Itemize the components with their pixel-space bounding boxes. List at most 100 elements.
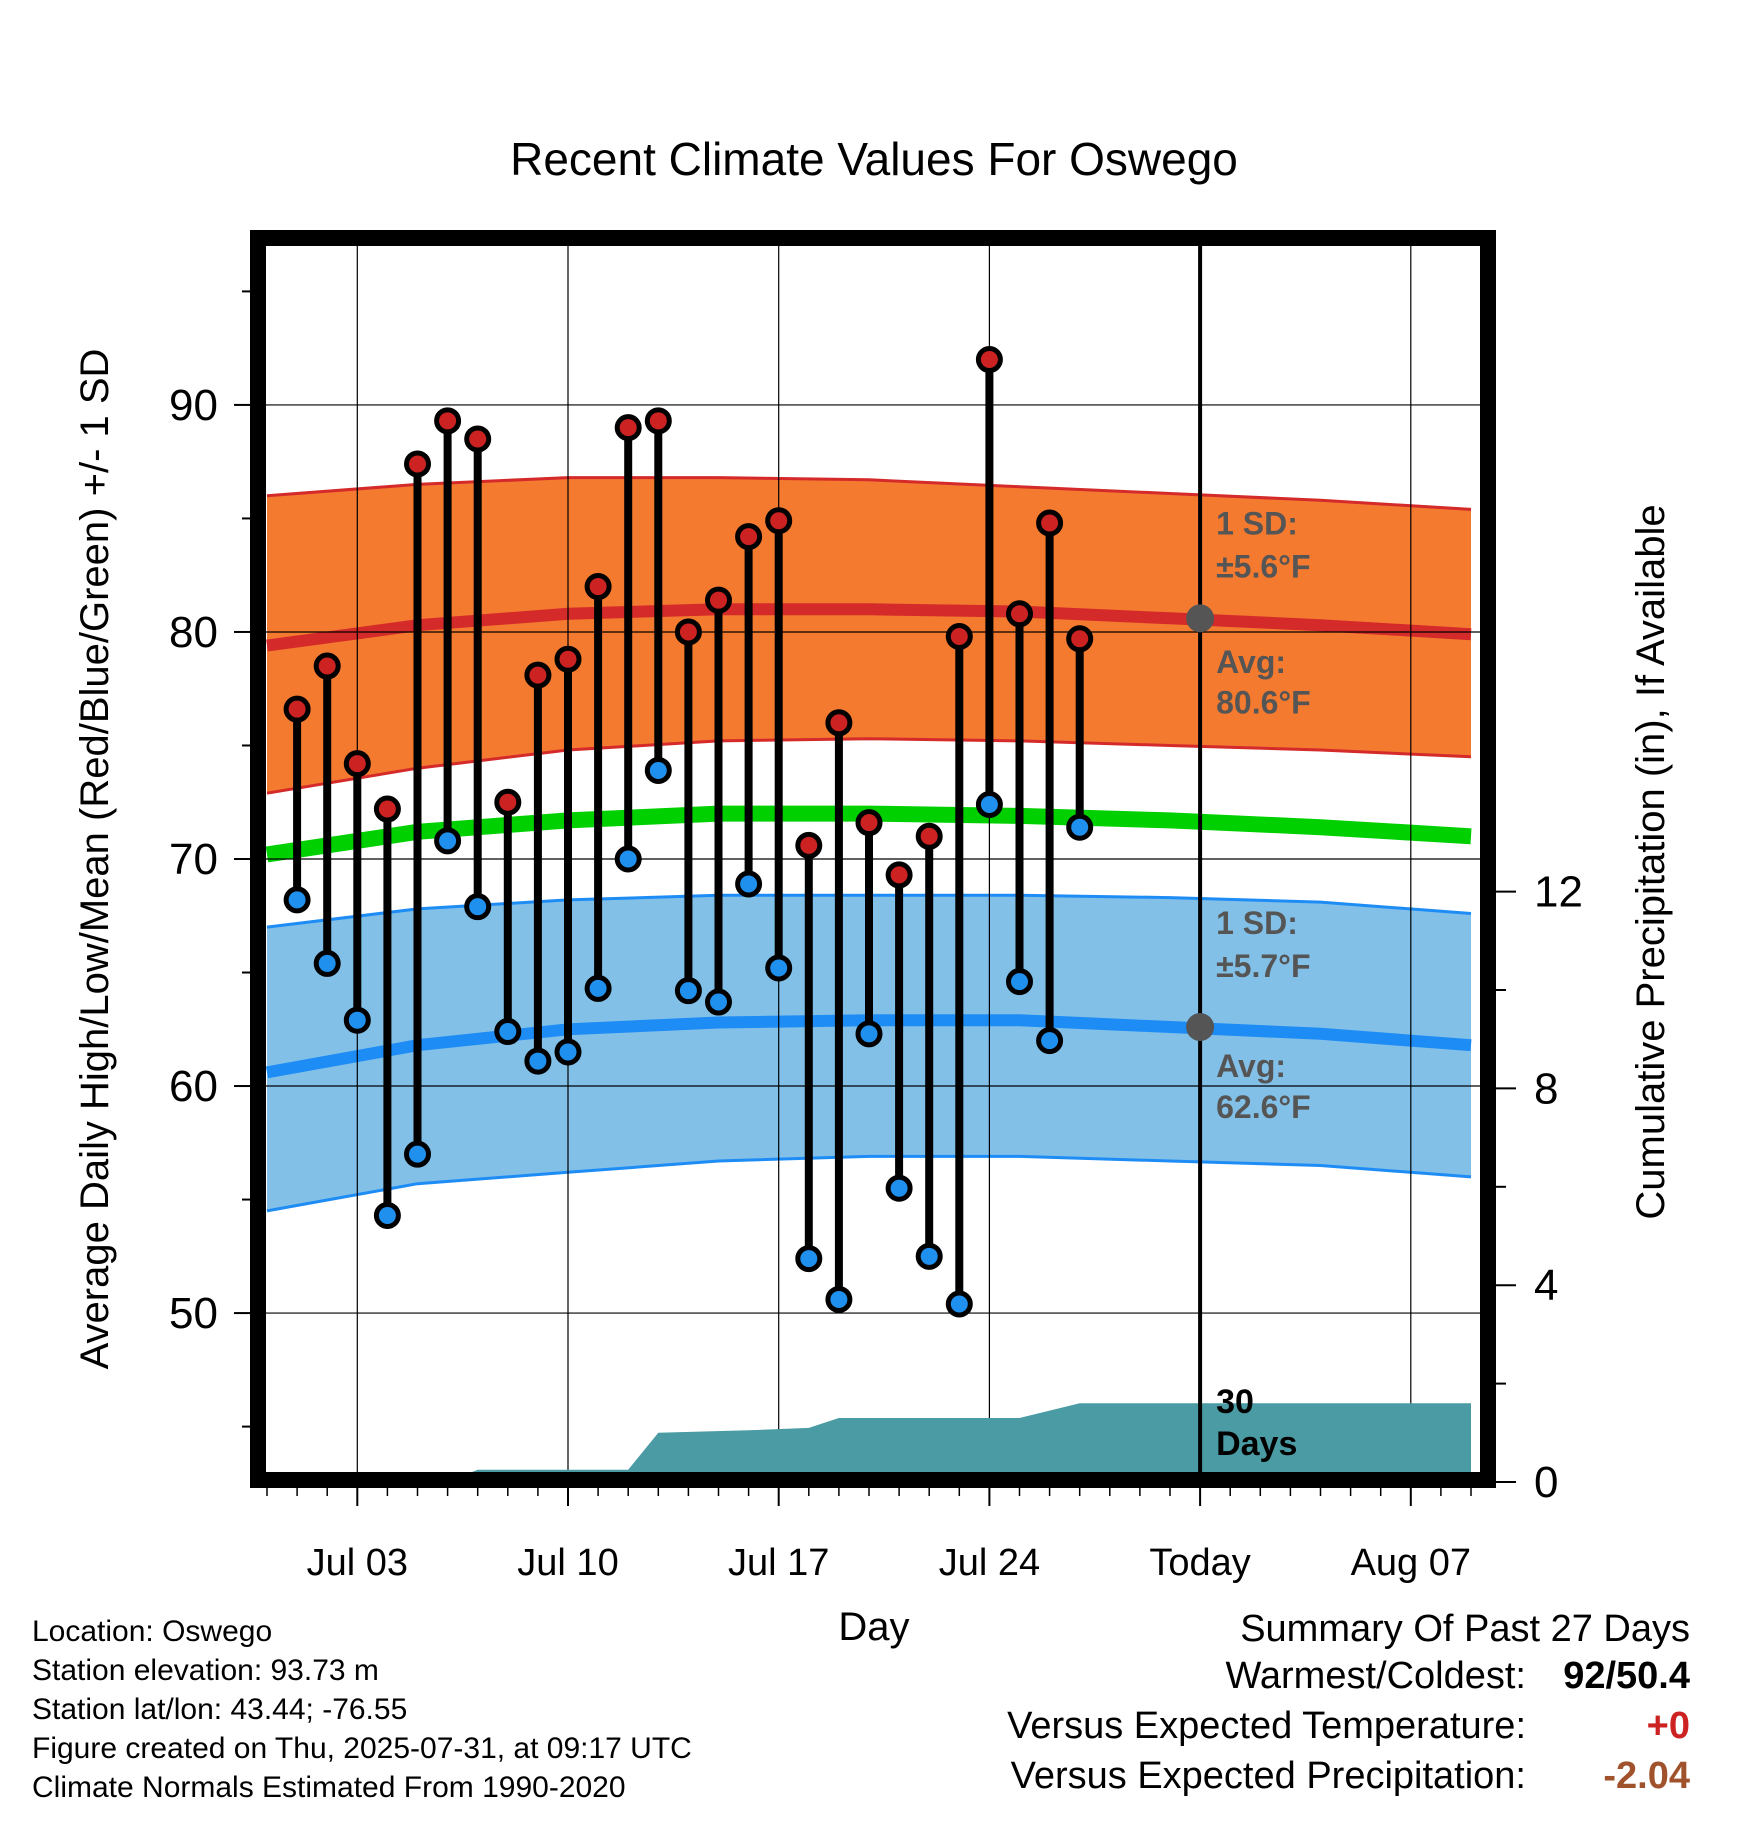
- plot-frame: [250, 230, 1496, 1488]
- obs-high-dot-15: [705, 586, 732, 614]
- warmest-label: Warmest/Coldest:: [1225, 1655, 1526, 1697]
- temp-label: Versus Expected Temperature:: [1007, 1705, 1526, 1747]
- obs-low-dot-6: [434, 827, 462, 855]
- left-tick-label-90: 90: [169, 381, 218, 430]
- labels: Recent Climate Values For Oswego Day Avera…: [73, 133, 1673, 1649]
- low-avg-marker: [1186, 1013, 1215, 1042]
- high-avg-label: Avg:: [1216, 644, 1286, 680]
- high-avg-marker: [1186, 604, 1215, 633]
- obs-high-dot-2: [313, 652, 341, 680]
- obs-low-dot-3: [343, 1006, 371, 1034]
- summary-title: Summary Of Past 27 Days: [1240, 1608, 1690, 1650]
- obs-low-dot-24: [975, 791, 1003, 819]
- precip-value: -2.04: [1603, 1755, 1690, 1797]
- elevation-text: Station elevation: 93.73 m: [32, 1654, 379, 1687]
- latlon-text: Station lat/lon: 43.44; -76.55: [32, 1693, 408, 1726]
- obs-high-dot-23: [945, 623, 973, 651]
- created-text: Figure created on Thu, 2025-07-31, at 09…: [32, 1732, 692, 1765]
- left-tick-label-50: 50: [169, 1289, 218, 1338]
- obs-low-dot-23: [945, 1290, 973, 1318]
- summary-panel: Summary Of Past 27 Days Warmest/Coldest:…: [1007, 1608, 1690, 1805]
- left-tick-label-70: 70: [169, 835, 218, 884]
- x-tick-label-4: Today: [1149, 1542, 1250, 1584]
- obs-low-dot-14: [674, 977, 702, 1005]
- high-sd-upper-line: [266, 476, 1472, 511]
- precip-label: Versus Expected Precipitation:: [1010, 1755, 1526, 1797]
- chart-title: Recent Climate Values For Oswego: [510, 133, 1238, 185]
- obs-high-dot-12: [614, 414, 642, 442]
- obs-low-dot-21: [885, 1174, 913, 1202]
- precip-days-label-1: 30: [1216, 1383, 1254, 1421]
- obs-low-dot-9: [524, 1047, 552, 1075]
- right-tick-label-12: 12: [1534, 868, 1583, 917]
- obs-high-dot-1: [283, 695, 311, 723]
- obs-low-dot-13: [644, 756, 672, 784]
- warmest-value: 92/50.4: [1563, 1655, 1690, 1697]
- obs-low-dot-19: [825, 1285, 853, 1313]
- obs-high-dot-27: [1066, 625, 1094, 653]
- summary-row-precip: Versus Expected Precipitation: -2.04: [1007, 1755, 1690, 1805]
- y-axis-label-right: Cumulative Precipitation (in), If Availa…: [1629, 504, 1673, 1219]
- obs-high-dot-10: [554, 645, 582, 673]
- observation-stems: [293, 359, 1084, 1304]
- obs-high-dot-4: [373, 795, 401, 823]
- obs-low-dot-10: [554, 1038, 582, 1066]
- obs-low-dot-15: [705, 988, 732, 1016]
- obs-high-dot-24: [975, 346, 1003, 374]
- precip-area: [472, 1403, 1471, 1472]
- low-sd-label: 1 SD:: [1216, 905, 1298, 941]
- obs-high-dot-26: [1036, 509, 1064, 537]
- x-tick-label-3: Jul 24: [939, 1542, 1040, 1584]
- normal-high-line: [266, 603, 1472, 652]
- obs-low-dot-17: [765, 954, 793, 982]
- summary-row-warmest: Warmest/Coldest: 92/50.4: [1007, 1655, 1690, 1705]
- obs-low-dot-20: [855, 1020, 883, 1048]
- obs-low-dot-1: [283, 886, 311, 914]
- obs-high-dot-7: [464, 425, 492, 453]
- observation-dots: [283, 346, 1094, 1318]
- x-tick-label-0: Jul 03: [307, 1542, 408, 1584]
- obs-low-dot-2: [313, 949, 341, 977]
- obs-low-dot-18: [795, 1245, 823, 1273]
- obs-high-dot-25: [1006, 600, 1033, 628]
- obs-low-dot-27: [1066, 813, 1094, 841]
- obs-high-dot-11: [584, 573, 612, 601]
- high-sd-value: ±5.6°F: [1216, 548, 1310, 584]
- obs-high-dot-14: [674, 618, 702, 646]
- left-tick-label-80: 80: [169, 608, 218, 657]
- high-sd-lower-line: [266, 737, 1472, 795]
- obs-high-dot-20: [855, 809, 883, 837]
- high-sd-label: 1 SD:: [1216, 505, 1298, 541]
- obs-high-dot-5: [404, 450, 431, 478]
- obs-high-dot-6: [434, 407, 462, 435]
- location-text: Location: Oswego: [32, 1615, 273, 1648]
- x-tick-label-1: Jul 10: [517, 1542, 618, 1584]
- obs-high-dot-9: [524, 661, 552, 689]
- axes: 50 60 70 80 90 0 4 8 12 Jul 03 Jul 10 Jul 17 Jul 24 T…: [169, 230, 1583, 1584]
- obs-low-dot-26: [1036, 1027, 1064, 1055]
- obs-low-dot-22: [915, 1242, 943, 1270]
- obs-low-dot-5: [404, 1140, 431, 1168]
- temp-value: +0: [1646, 1705, 1690, 1747]
- obs-high-dot-3: [343, 750, 371, 778]
- obs-low-dot-11: [584, 974, 612, 1002]
- summary-row-temp: Versus Expected Temperature: +0: [1007, 1705, 1690, 1755]
- left-tick-label-60: 60: [169, 1062, 218, 1111]
- obs-high-dot-21: [885, 861, 913, 889]
- obs-low-dot-4: [373, 1201, 401, 1229]
- obs-low-dot-12: [614, 845, 642, 873]
- precip-days-label-2: Days: [1216, 1425, 1297, 1463]
- y-axis-label-left: Average Daily High/Low/Mean (Red/Blue/Gr…: [73, 349, 117, 1370]
- precipitation-layer: [472, 1403, 1471, 1472]
- obs-high-dot-18: [795, 831, 823, 859]
- x-tick-label-5: Aug 07: [1351, 1542, 1471, 1584]
- annotations: 1 SD: ±5.6°F Avg: 80.6°F 1 SD: ±5.7°F Avg: 62.6…: [1186, 505, 1311, 1463]
- low-sd-lower-line: [266, 1154, 1472, 1213]
- right-tick-label-4: 4: [1534, 1261, 1558, 1310]
- right-tick-label-0: 0: [1534, 1458, 1558, 1507]
- obs-low-dot-7: [464, 893, 492, 921]
- obs-low-dot-25: [1006, 968, 1033, 996]
- obs-high-dot-22: [915, 822, 943, 850]
- x-tick-label-2: Jul 17: [728, 1542, 829, 1584]
